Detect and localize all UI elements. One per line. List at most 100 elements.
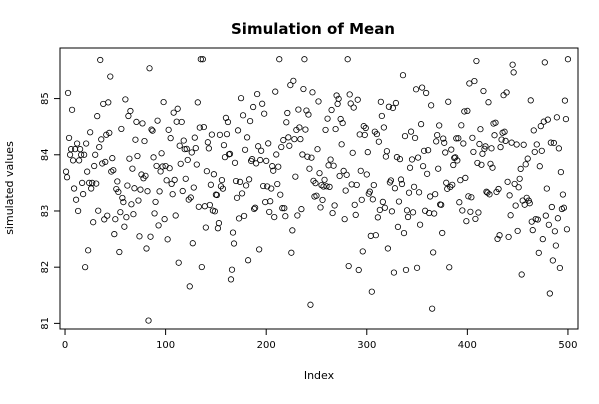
data-point (220, 142, 228, 149)
y-tick-label: 84 (40, 148, 51, 161)
data-point (114, 178, 121, 185)
data-point (430, 249, 437, 256)
data-point (472, 215, 479, 223)
data-point (299, 151, 306, 158)
data-point (127, 107, 134, 115)
data-point (517, 165, 524, 172)
data-point (387, 177, 395, 184)
data-point (150, 154, 157, 161)
data-point (137, 186, 144, 193)
data-point (221, 154, 229, 161)
data-point (370, 182, 377, 189)
data-point (484, 189, 491, 196)
data-point (159, 163, 166, 170)
data-point (144, 188, 151, 195)
data-point (357, 167, 364, 174)
data-point (130, 211, 137, 218)
data-point (204, 139, 211, 146)
data-point (173, 118, 180, 125)
data-point (564, 56, 572, 63)
data-point (229, 229, 237, 236)
data-point (265, 140, 272, 147)
data-point (512, 202, 519, 209)
data-point (294, 212, 301, 219)
data-point (335, 95, 342, 102)
data-point (91, 162, 98, 170)
data-point (107, 73, 114, 80)
data-point (366, 188, 373, 195)
data-point (403, 207, 411, 214)
data-point (469, 134, 476, 141)
data-point (554, 215, 561, 222)
data-point (255, 143, 262, 150)
data-point (514, 227, 521, 235)
x-tick-label: 400 (458, 340, 477, 351)
data-point (119, 194, 126, 202)
data-point (345, 262, 352, 270)
data-point (446, 264, 453, 271)
data-point (409, 209, 417, 216)
data-point (76, 157, 83, 164)
data-point (142, 172, 149, 179)
data-point (549, 257, 556, 264)
data-point (80, 191, 87, 198)
data-point (477, 126, 484, 133)
data-point (151, 210, 158, 217)
data-point (179, 187, 186, 195)
data-point (363, 171, 370, 178)
data-point (454, 157, 461, 164)
data-point (441, 139, 448, 146)
data-point (394, 223, 402, 230)
data-point (252, 204, 259, 211)
data-point (475, 209, 482, 216)
data-point (399, 72, 407, 79)
data-point (192, 145, 199, 152)
data-point (109, 155, 116, 162)
data-point (218, 177, 226, 184)
data-point (373, 130, 380, 138)
data-point (268, 185, 275, 192)
data-point (111, 231, 118, 238)
data-point (340, 167, 347, 175)
data-point (194, 99, 201, 106)
data-point (139, 120, 146, 127)
data-point (562, 116, 570, 123)
data-point (388, 208, 396, 215)
data-point (228, 266, 236, 273)
data-point (286, 142, 293, 149)
data-point (250, 103, 257, 111)
data-point (180, 137, 187, 144)
data-point (459, 207, 466, 214)
data-point (355, 266, 362, 274)
data-point (449, 181, 456, 188)
data-point (516, 175, 523, 182)
data-point (279, 205, 286, 212)
data-point (161, 216, 168, 223)
data-point (301, 56, 308, 63)
data-point (526, 200, 533, 207)
data-point (427, 193, 434, 200)
data-point (407, 128, 415, 135)
data-point (309, 89, 316, 96)
y-axis-label: simulated values (3, 141, 16, 235)
data-point (411, 134, 419, 142)
data-point (183, 145, 190, 152)
data-point (205, 145, 212, 152)
data-point (343, 171, 350, 178)
data-point (360, 123, 367, 130)
data-point (488, 145, 495, 152)
data-point (349, 149, 356, 156)
y-tick-label: 83 (40, 205, 51, 218)
data-point (375, 138, 382, 145)
data-point (444, 185, 451, 192)
data-point (415, 189, 423, 196)
data-point (160, 98, 167, 106)
data-point (543, 185, 550, 192)
data-point (385, 103, 393, 110)
data-point (202, 224, 209, 231)
data-point (207, 181, 214, 188)
data-point (476, 140, 483, 148)
data-point (147, 233, 154, 240)
data-point (67, 146, 75, 153)
